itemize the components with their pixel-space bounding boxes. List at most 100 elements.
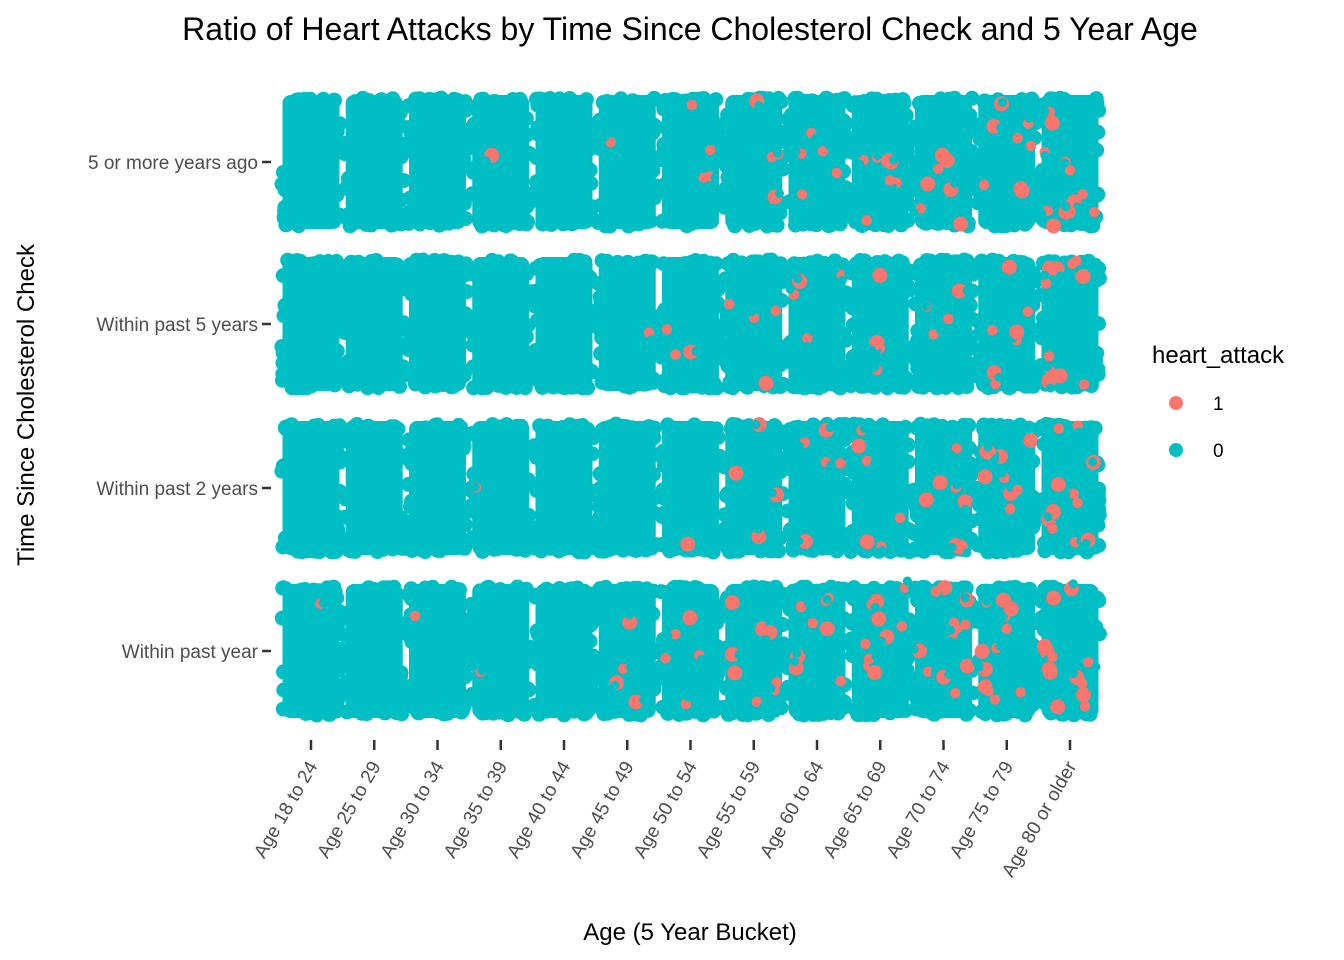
- point-0: [1071, 375, 1081, 385]
- point-0: [785, 284, 795, 294]
- point-0: [277, 420, 293, 436]
- point-0: [1053, 95, 1069, 111]
- point-0: [530, 97, 546, 113]
- point-0: [820, 91, 836, 107]
- point-0: [275, 458, 291, 474]
- point-0: [329, 343, 345, 359]
- point-0: [910, 266, 926, 282]
- point-0: [972, 166, 988, 182]
- point-0: [900, 144, 915, 159]
- point-0: [529, 150, 545, 166]
- point-0: [376, 96, 392, 112]
- point-0: [401, 476, 417, 492]
- point-0: [774, 293, 789, 308]
- cell-6-1: [653, 417, 728, 560]
- point-0: [509, 418, 525, 434]
- point-0: [950, 178, 960, 188]
- point-0: [457, 517, 473, 533]
- point-1: [918, 492, 934, 508]
- point-1: [1050, 477, 1066, 492]
- point-0: [994, 372, 1004, 382]
- point-0: [663, 631, 673, 641]
- legend-key-1: [1169, 396, 1183, 410]
- point-0: [1025, 453, 1041, 469]
- point-1: [1050, 699, 1066, 715]
- point-0: [747, 307, 757, 317]
- point-0: [972, 117, 988, 133]
- point-0: [972, 610, 988, 625]
- point-0: [970, 342, 985, 358]
- point-1: [974, 643, 990, 659]
- point-0: [845, 648, 860, 664]
- point-0: [593, 601, 609, 617]
- point-0: [341, 306, 357, 322]
- point-1: [934, 147, 950, 163]
- point-0: [1033, 610, 1049, 626]
- point-0: [803, 341, 813, 351]
- point-0: [496, 538, 512, 554]
- point-0: [735, 707, 751, 722]
- point-0: [600, 255, 616, 271]
- point-0: [845, 98, 861, 113]
- cell-10-3: [906, 90, 981, 234]
- point-1: [871, 611, 887, 627]
- point-0: [1073, 202, 1083, 212]
- point-0: [719, 681, 734, 696]
- point-1: [1079, 701, 1091, 712]
- cell-0-3: [274, 91, 347, 234]
- point-0: [773, 148, 782, 158]
- cell-11-2: [969, 252, 1044, 396]
- point-1: [770, 305, 781, 317]
- point-0: [288, 377, 304, 393]
- y-axis: Within past year Within past 2 years Withi…: [88, 153, 271, 663]
- point-1: [851, 438, 867, 454]
- point-0: [529, 449, 544, 465]
- point-0: [962, 286, 972, 296]
- legend-label-0: 0: [1213, 441, 1224, 462]
- point-0: [341, 176, 356, 192]
- point-0: [957, 631, 967, 641]
- point-0: [530, 627, 546, 643]
- point-1: [409, 610, 421, 622]
- point-0: [458, 668, 474, 684]
- cell-2-1: [400, 417, 475, 560]
- point-0: [485, 95, 500, 111]
- point-0: [694, 379, 710, 395]
- point-0: [909, 644, 919, 654]
- point-0: [357, 213, 373, 229]
- point-1: [1083, 657, 1094, 668]
- point-1: [1012, 484, 1023, 496]
- points-0-block: [598, 95, 656, 229]
- point-0: [747, 254, 763, 270]
- point-0: [403, 678, 419, 694]
- points-0-block: [345, 95, 403, 229]
- point-0: [708, 421, 724, 437]
- point-0: [952, 480, 962, 490]
- point-1: [894, 512, 906, 524]
- point-0: [990, 454, 1000, 464]
- points-0-block: [472, 584, 530, 718]
- point-0: [402, 619, 418, 635]
- point-0: [276, 664, 291, 680]
- point-0: [846, 464, 862, 480]
- point-0: [733, 255, 749, 271]
- point-0: [529, 646, 545, 662]
- point-0: [902, 576, 912, 586]
- point-0: [594, 374, 610, 390]
- point-0: [502, 253, 518, 269]
- point-0: [582, 162, 598, 178]
- point-0: [332, 418, 347, 434]
- point-0: [720, 520, 736, 536]
- points-0-block: [662, 95, 719, 229]
- point-0: [611, 213, 627, 229]
- point-0: [329, 590, 345, 606]
- point-0: [908, 671, 924, 687]
- point-0: [782, 422, 798, 437]
- point-0: [781, 261, 797, 277]
- point-0: [735, 419, 751, 435]
- point-0: [455, 440, 471, 456]
- point-0: [402, 694, 418, 710]
- point-1: [751, 696, 763, 707]
- cell-8-2: [780, 253, 854, 396]
- point-0: [782, 435, 798, 451]
